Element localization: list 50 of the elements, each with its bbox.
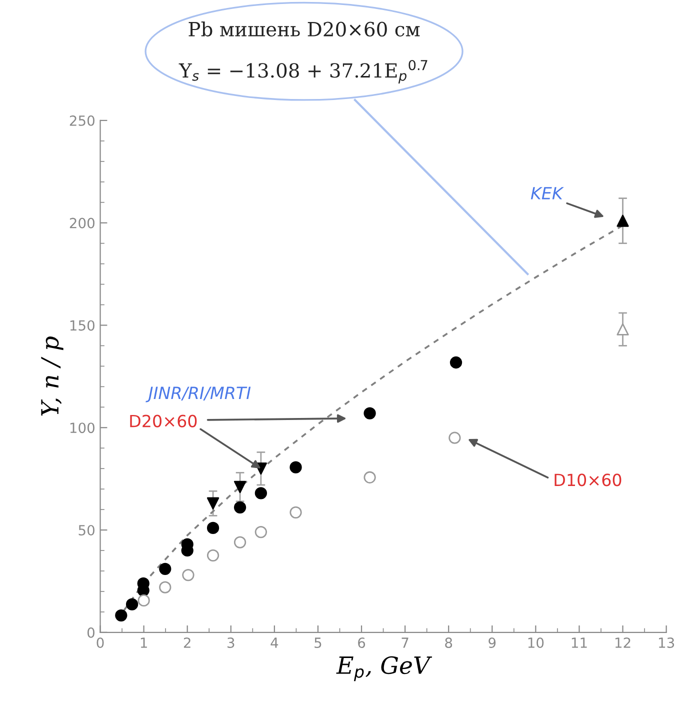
text: Pb мишень D20×60 см [188, 21, 420, 37]
x-tick-label: 2 [184, 638, 190, 648]
point [159, 562, 172, 575]
x-tick-label: 3 [228, 638, 234, 648]
annotation: D20×60 [130, 414, 197, 428]
y-tick-label: 200 [70, 218, 94, 228]
point [182, 568, 194, 582]
x-tick-label: 6 [358, 638, 366, 648]
point [115, 609, 128, 622]
point [254, 487, 267, 500]
text: Y$_{s}$ = −13.08 + 37.21E$_{p}$$^{0.7}$ [178, 60, 428, 84]
point [159, 581, 172, 594]
x-tick-label: 11 [572, 638, 587, 648]
point [290, 461, 302, 474]
point [290, 506, 302, 518]
y-tick-label: 150 [70, 320, 94, 331]
x-tick-label: 10 [528, 638, 544, 648]
annotation: JINR/RI/MRTI [146, 386, 251, 402]
point [126, 598, 138, 610]
x-tick-label: 9 [488, 638, 496, 648]
x-tick-label: 13 [659, 638, 674, 648]
point [616, 214, 629, 227]
y-axis-title: Y, n / p [41, 336, 64, 416]
x-tick-label: 4 [270, 638, 278, 648]
point [254, 526, 267, 538]
point [206, 522, 220, 534]
y-tick-label: 50 [78, 524, 94, 536]
point [234, 536, 246, 548]
point [206, 549, 220, 562]
point [364, 407, 376, 420]
x-tick-label: 7 [402, 638, 408, 648]
point [364, 471, 376, 484]
point [234, 501, 246, 514]
x-tick-label: 5 [314, 638, 322, 648]
point [616, 323, 629, 336]
point [234, 480, 246, 494]
point [138, 594, 150, 607]
annotation: D10×60 [554, 474, 622, 486]
annotation: KEK [530, 187, 564, 200]
y-tick-label: 250 [70, 115, 94, 126]
point [448, 432, 461, 444]
x-tick-label: 8 [445, 638, 452, 648]
point [450, 356, 462, 369]
x-tick-label: 0 [96, 638, 104, 648]
x-axis-title: E$_{p}$, GeV [336, 656, 432, 682]
y-tick-label: 0 [87, 627, 94, 638]
point [206, 497, 220, 510]
x-tick-label: 1 [140, 638, 147, 648]
x-tick-label: 12 [615, 638, 630, 648]
y-tick-label: 100 [70, 422, 94, 434]
